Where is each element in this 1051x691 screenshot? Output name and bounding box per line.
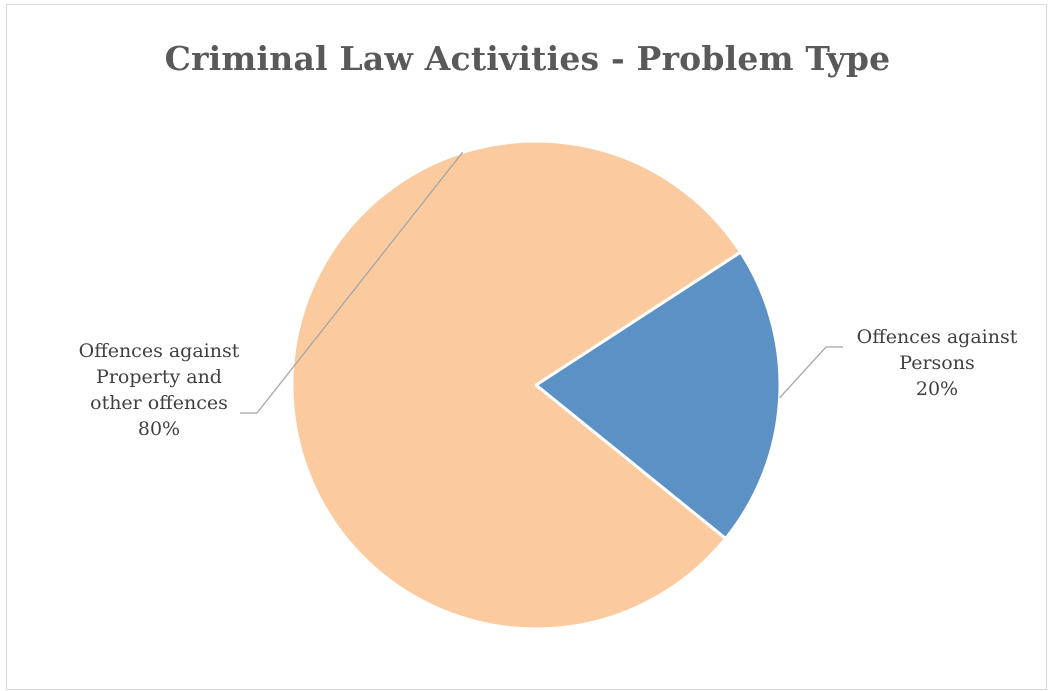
data-label-line: other offences — [90, 392, 228, 414]
leader-line-property — [240, 151, 464, 414]
data-label-line: Persons — [899, 352, 974, 374]
data-label-line: Offences against — [857, 326, 1018, 348]
data-label-property: Offences against Property and other offenc… — [79, 340, 240, 440]
data-label-value: 20% — [916, 378, 958, 400]
data-label-value: 80% — [138, 418, 180, 440]
data-label-line: Offences against — [79, 340, 240, 362]
leader-line-persons — [779, 346, 843, 399]
data-label-persons: Offences against Persons 20% — [857, 326, 1018, 400]
pie-chart-plot: Offences against Persons 20%Offences again… — [79, 139, 1018, 631]
data-label-line: Property and — [96, 366, 222, 388]
pie-slice-offences-against-property — [290, 139, 743, 631]
chart-title: Criminal Law Activities - Problem Type — [164, 39, 891, 78]
chart-frame: Criminal Law Activities - Problem Type O… — [6, 4, 1047, 690]
